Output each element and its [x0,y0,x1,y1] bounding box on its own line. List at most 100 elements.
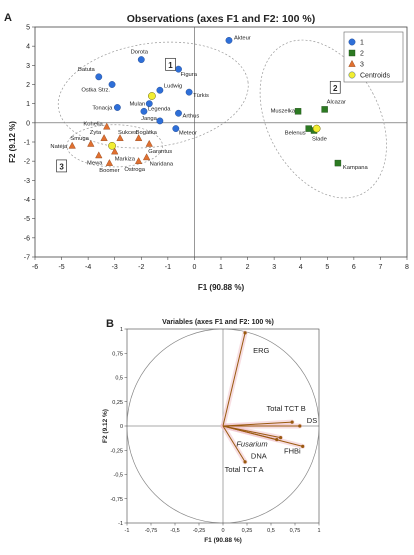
data-point [100,134,108,141]
legend-marker [348,38,356,46]
vector-label: DNA [251,452,267,461]
data-point [305,125,312,132]
x-tick-label: 6 [352,264,356,271]
x-tick-label: -4 [85,264,91,271]
vector-endpoint [298,424,302,428]
vector-endpoint [279,436,283,440]
centroid-marker [312,124,321,133]
point-label: Kampana [343,165,369,171]
x-tick-label: 0,25 [242,528,253,534]
x-tick-label: -3 [112,264,118,271]
legend-marker [348,49,356,57]
loading-vector [222,425,303,447]
panel-a-x-axis-label: F1 (90.88 %) [198,283,245,292]
point-label: Natėja [50,144,68,150]
y-tick-label: -4 [24,197,30,204]
y-tick-label: -0,25 [110,448,123,454]
x-tick-label: -0,5 [170,528,179,534]
data-point [142,153,151,161]
data-point [103,122,111,130]
group-1-ellipse [57,41,249,149]
x-tick-label: 1 [317,528,320,534]
point-label: Naridana [150,161,174,167]
vector-endpoint [290,420,294,424]
group-label: 2 [333,84,338,93]
data-point [156,86,164,94]
data-point [105,159,114,166]
y-tick-label: 0,75 [112,351,123,357]
point-label: Muszelka [271,108,296,114]
panel-a-group-ellipses [57,39,387,199]
y-tick-label: 0,5 [115,376,123,382]
x-tick-label: 5 [325,264,329,271]
x-tick-label: 4 [299,264,303,271]
legend-marker [348,59,356,67]
legend-label: Centroids [360,73,390,80]
point-label: Arthus [182,113,199,119]
legend-label: 3 [360,62,364,69]
panel-b-x-ticks: -1 -0,75 -0,5 -0,25 0 0,25 0,5 0,75 1 [125,523,321,534]
data-point [185,88,193,96]
point-label: Janga [141,116,158,122]
x-tick-label: 7 [378,264,382,271]
vector-label: DS [307,416,317,425]
data-point [172,125,180,132]
panel-a: A Observations (axes F1 and F2: 100 %) -… [4,12,409,292]
point-label: Ostroga [124,167,145,173]
y-tick-label: -1 [118,521,123,527]
data-point [108,81,116,88]
group-label-box [165,57,176,71]
panel-a-x-ticks: -6 -5 -4 -3 -2 -1 0 1 2 3 4 5 6 7 8 [32,257,409,271]
vector-endpoint [243,460,247,464]
data-point [321,106,328,113]
point-label: Mulan [129,102,145,108]
group-3-ellipse [66,124,163,168]
y-tick-label: 0 [26,120,30,127]
panel-b: B Variables (axes F1 and F2: 100 %) -1 -0… [102,318,321,544]
vector-label: Total TCT B [266,404,305,413]
vector-label: Fusarium [236,440,267,449]
point-label: Markiza [115,157,136,163]
point-label: Figura [180,72,197,78]
point-label: Belenus [285,131,306,137]
y-tick-label: -0,75 [110,497,123,503]
point-label: Legenda [148,106,171,112]
data-point [145,100,153,108]
data-point [116,134,124,141]
panel-a-zero-lines [35,27,407,257]
loading-vector [222,425,246,463]
x-tick-label: -6 [32,264,38,271]
x-tick-label: -1 [165,264,171,271]
legend-label: 1 [360,40,364,47]
x-tick-label: 8 [405,264,409,271]
point-label: Alcazar [327,99,346,105]
x-tick-label: -0,75 [145,528,158,534]
data-point [156,117,164,125]
point-label: Meteor [179,131,197,137]
panel-a-y-ticks: -7 -6 -5 -4 -3 -2 -1 0 1 2 3 4 5 [24,25,35,262]
point-label: Kohelia [83,122,103,128]
panel-b-y-ticks: -1 -0,75 -0,5 -0,25 0 0,25 0,5 0,75 1 [110,327,127,527]
data-point [95,151,103,159]
x-tick-label: 2 [246,264,250,271]
y-tick-label: -1 [24,140,30,147]
point-label: Batuta [78,67,96,73]
point-label: Sukces [118,130,137,136]
x-tick-label: 0,5 [267,528,275,534]
point-label: Slade [312,137,327,143]
point-label: Mewa [87,160,103,166]
data-point [111,147,119,155]
y-tick-label: 1 [26,101,30,108]
y-tick-label: -3 [24,178,30,185]
y-tick-label: 0 [120,424,123,430]
y-tick-label: -6 [24,235,30,242]
data-point [140,107,148,115]
y-tick-label: -5 [24,216,30,223]
data-point [87,139,95,147]
y-tick-label: 1 [120,327,123,333]
y-tick-label: 0,25 [112,400,123,406]
vector-label: ERG [253,346,269,355]
point-label: Boomer [99,168,119,174]
panel-a-group-labels: 1 2 3 [56,57,341,173]
x-tick-label: 0,75 [290,528,301,534]
